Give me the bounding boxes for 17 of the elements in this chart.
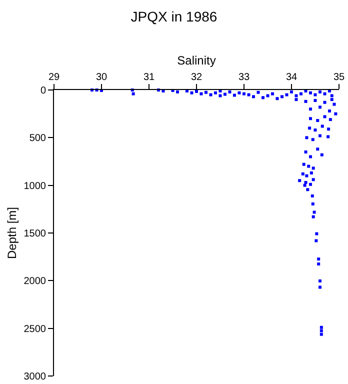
x-tick-label: 29 — [48, 72, 60, 83]
x-tick-label: 35 — [333, 72, 345, 83]
y-tick-label: 500 — [29, 133, 46, 144]
y-tick-label: 1500 — [24, 228, 46, 240]
x-tick-label: 32 — [190, 72, 202, 83]
y-tick-label: 2000 — [24, 276, 46, 288]
y-tick-label: 1000 — [24, 180, 46, 192]
x-tick-label: 30 — [96, 72, 108, 83]
chart-title: JPQX in 1986 — [130, 8, 218, 24]
y-axis-title: Depth [m] — [5, 206, 20, 260]
y-tick-label: 2500 — [24, 324, 46, 335]
y-tick-label: 3000 — [24, 372, 46, 382]
x-axis-title: Salinity — [177, 53, 216, 68]
y-tick-label: 0 — [40, 86, 46, 96]
x-tick-label: 33 — [238, 72, 250, 83]
x-tick-label: 34 — [286, 72, 298, 83]
x-tick-label: 31 — [143, 72, 155, 83]
